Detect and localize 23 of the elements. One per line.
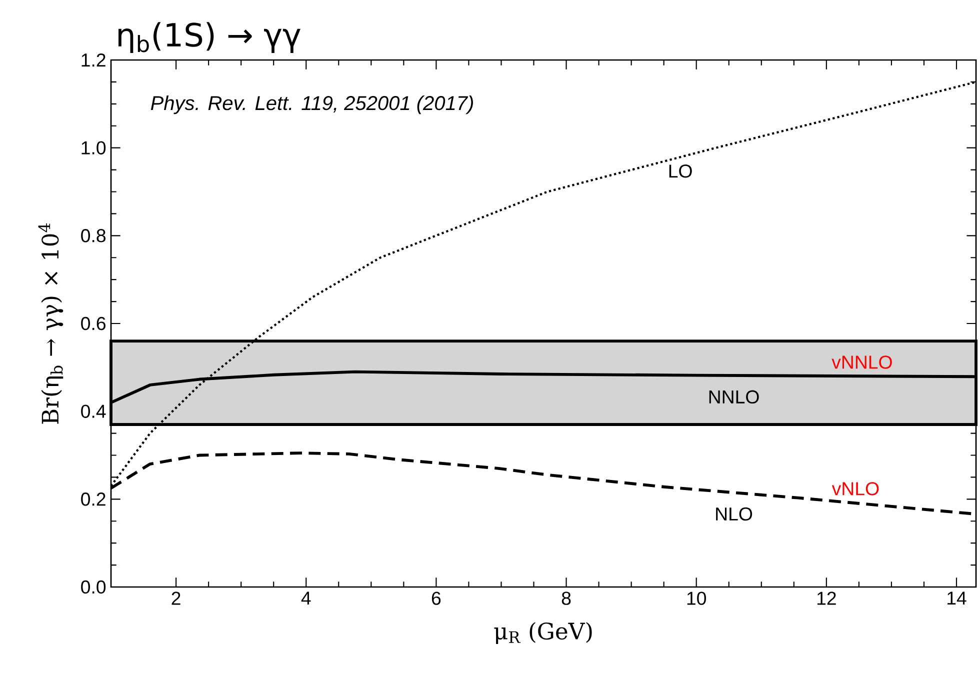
chart-title: η$_{b}$(1S) → γγ <box>118 22 300 54</box>
y-tick-label: 0.6 <box>81 316 106 330</box>
y-tick-label: 0.4 <box>81 404 106 418</box>
x-tick-label: 14 <box>948 592 966 605</box>
annotation: Phys. Rev. Lett. 119, 252001 (2017) <box>150 95 473 114</box>
x-tick-label: 12 <box>817 592 836 605</box>
x-tick-label: 8 <box>562 592 571 605</box>
annotation: vNLO <box>832 482 879 496</box>
y-tick-label: 0.2 <box>81 492 106 506</box>
x-tick-label: 4 <box>301 592 311 605</box>
x-axis-title: μ$_{R}$ (GeV) <box>494 622 592 644</box>
y-tick-label: 1.0 <box>82 141 106 154</box>
series-label: NLO <box>716 507 752 521</box>
x-tick-label: 6 <box>432 592 441 605</box>
y-tick-label: 0.8 <box>81 229 106 242</box>
x-tick-label: 2 <box>172 592 180 605</box>
y-tick-label: 0.0 <box>81 580 106 594</box>
annotation: vNNLO <box>832 356 892 369</box>
x-tick-label: 10 <box>687 592 706 605</box>
y-tick-label: 1.2 <box>82 53 106 67</box>
series-label: LO <box>669 164 692 178</box>
series-label: NNLO <box>709 390 759 404</box>
y-axis-title: Br(η$_{b}$ → γγ) × 10$^{4}$ <box>38 223 64 424</box>
